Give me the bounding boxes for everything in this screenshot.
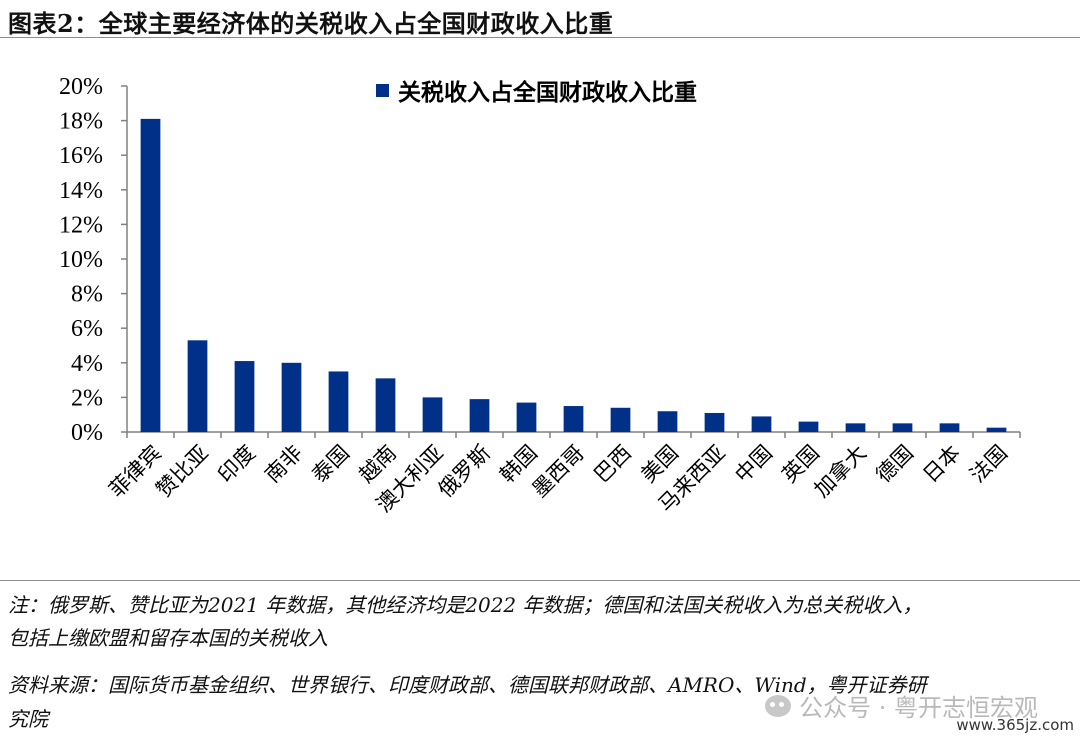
bar — [328, 371, 349, 432]
bar — [516, 402, 537, 432]
bar — [187, 340, 208, 432]
note-line-1: 注：俄罗斯、赞比亚为2021 年数据，其他经济均是2022 年数据；德国和法国关… — [8, 593, 923, 617]
y-tick-label: 12% — [59, 212, 103, 238]
chart-title: 图表2：全球主要经济体的关税收入占全国财政收入比重 — [8, 9, 614, 38]
x-tick-label: 法国 — [965, 441, 1012, 488]
bar — [892, 423, 913, 432]
legend-label: 关税收入占全国财政收入比重 — [398, 79, 697, 106]
bar — [986, 427, 1007, 432]
y-tick-label: 4% — [71, 351, 103, 377]
bar — [234, 361, 255, 432]
y-tick-label: 6% — [71, 316, 103, 342]
x-tick-label: 南非 — [260, 441, 307, 488]
y-tick-label: 20% — [59, 74, 103, 100]
y-axis: 0% 2% 4% 6% 8% 10% 12% 14% 16% 18% 20% — [59, 74, 128, 446]
wechat-icon — [765, 694, 792, 717]
bar — [845, 423, 866, 432]
source-line-2: 究院 — [8, 707, 48, 731]
note-line-2: 包括上缴欧盟和留存本国的关税收入 — [8, 626, 328, 650]
bar — [422, 397, 443, 432]
bars — [140, 118, 1007, 433]
y-tick-label: 10% — [59, 247, 103, 273]
watermark: 公众号 · 粤开志恒宏观 — [765, 688, 1038, 723]
x-tick-label: 赞比亚 — [152, 441, 214, 503]
notes-rule — [0, 580, 1080, 581]
bar — [375, 378, 396, 432]
bar — [140, 118, 161, 433]
bar — [798, 421, 819, 432]
site-url: www.365jz.com — [956, 716, 1074, 734]
bar — [610, 407, 631, 432]
bar — [281, 362, 302, 432]
source-line-1: 资料来源：国际货币基金组织、世界银行、印度财政部、德国联邦财政部、AMRO、Wi… — [8, 673, 927, 697]
bar — [939, 423, 960, 432]
bar — [657, 411, 678, 432]
x-tick-label: 墨西哥 — [528, 441, 590, 503]
x-tick-label: 德国 — [871, 441, 918, 488]
x-axis — [126, 431, 1021, 438]
y-tick-label: 18% — [59, 109, 103, 135]
x-tick-label: 俄罗斯 — [434, 441, 496, 503]
title-rule — [0, 37, 1080, 38]
x-tick-label: 中国 — [730, 441, 777, 488]
y-tick-label: 14% — [59, 178, 103, 204]
bar — [704, 412, 725, 432]
bar — [751, 416, 772, 432]
y-tick-label: 16% — [59, 143, 103, 169]
x-tick-label: 巴西 — [589, 441, 636, 488]
y-tick-label: 0% — [71, 420, 103, 446]
legend-swatch — [376, 84, 389, 97]
bar — [469, 399, 490, 432]
y-tick-label: 8% — [71, 282, 103, 308]
x-tick-label: 泰国 — [307, 441, 354, 488]
x-tick-label: 日本 — [918, 441, 965, 488]
watermark-text: 公众号 · 粤开志恒宏观 — [799, 694, 1038, 722]
bar — [563, 406, 584, 432]
x-tick-label: 印度 — [213, 441, 260, 488]
bar-chart: 0% 2% 4% 6% 8% 10% 12% 14% 16% 18% 20% 菲律宾赞比亚 印度 南非泰… — [59, 74, 1021, 517]
legend: 关税收入占全国财政收入比重 — [376, 79, 697, 106]
x-tick-label: 加拿大 — [810, 441, 872, 503]
x-tick-label: 菲律宾 — [105, 441, 167, 503]
y-tick-label: 2% — [71, 385, 103, 411]
